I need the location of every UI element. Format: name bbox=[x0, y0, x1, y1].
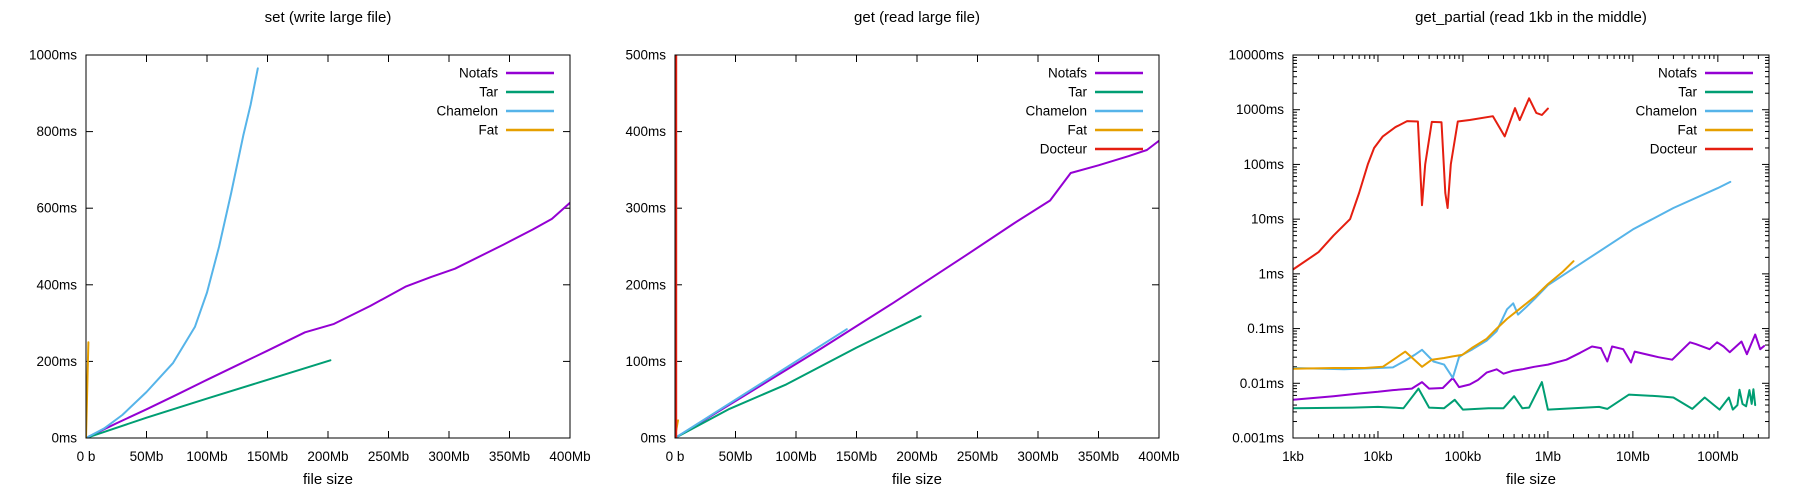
y-tick-label: 10ms bbox=[1251, 212, 1284, 227]
x-tick-label: 0 b bbox=[666, 449, 685, 464]
legend-label-notafs: Notafs bbox=[459, 66, 498, 81]
y-tick-label: 400ms bbox=[625, 124, 666, 139]
legend: Notafs Tar Chamelon Fat Docteur bbox=[1635, 66, 1753, 157]
legend-label-fat: Fat bbox=[1067, 123, 1087, 138]
legend-label-tar: Tar bbox=[1068, 85, 1087, 100]
x-tick-label: 1Mb bbox=[1535, 449, 1561, 464]
y-tick-label: 200ms bbox=[625, 277, 666, 292]
x-tick-label: 300Mb bbox=[428, 449, 469, 464]
legend-label-chamelon: Chamelon bbox=[1025, 104, 1087, 119]
y-tick-label: 600ms bbox=[36, 201, 77, 216]
series-line-docteur bbox=[1293, 97, 1549, 271]
x-tick-label: 50Mb bbox=[130, 449, 164, 464]
y-tick-label: 400ms bbox=[36, 277, 77, 292]
y-tick-label: 10000ms bbox=[1228, 48, 1284, 63]
x-axis-label-get: file size bbox=[891, 471, 943, 488]
x-tick-label: 150Mb bbox=[836, 449, 877, 464]
axis-ticks bbox=[1292, 54, 1770, 439]
y-tick-label: 100ms bbox=[1243, 157, 1284, 172]
legend-label-tar: Tar bbox=[1678, 85, 1697, 100]
x-tick-label: 350Mb bbox=[489, 449, 530, 464]
series-line-fat bbox=[1293, 260, 1575, 370]
chart-title-set: set (write large file) bbox=[264, 9, 392, 26]
x-tick-label: 100kb bbox=[1445, 449, 1482, 464]
y-tick-label: 100ms bbox=[625, 354, 666, 369]
legend-label-docteur: Docteur bbox=[1650, 142, 1698, 157]
x-axis-label-set: file size bbox=[302, 471, 354, 488]
legend: Notafs Tar Chamelon Fat Docteur bbox=[1025, 66, 1143, 157]
series-line-chamelon bbox=[1293, 180, 1732, 379]
x-tick-label: 250Mb bbox=[957, 449, 998, 464]
plot-border bbox=[1292, 54, 1770, 439]
series-group bbox=[86, 67, 570, 438]
x-tick-label: 50Mb bbox=[719, 449, 753, 464]
legend-label-chamelon: Chamelon bbox=[1635, 104, 1697, 119]
chart-panel-set: 0 b 50Mb 100Mb 150Mb 200Mb 250Mb 300Mb 350Mb 400… bbox=[0, 0, 600, 500]
x-tick-label: 400Mb bbox=[1138, 449, 1179, 464]
legend-label-tar: Tar bbox=[479, 85, 498, 100]
series-group bbox=[1293, 97, 1766, 411]
x-tick-label: 10Mb bbox=[1616, 449, 1650, 464]
x-tick-label: 300Mb bbox=[1017, 449, 1058, 464]
x-tick-label: 100Mb bbox=[186, 449, 227, 464]
x-tick-label: 100Mb bbox=[775, 449, 816, 464]
x-tick-label: 200Mb bbox=[896, 449, 937, 464]
series-line-notafs bbox=[1293, 333, 1766, 401]
y-tick-label: 1ms bbox=[1258, 266, 1284, 281]
x-tick-label: 200Mb bbox=[307, 449, 348, 464]
series-line-tar bbox=[86, 359, 332, 438]
chart-panel-get: 0 b 50Mb 100Mb 150Mb 200Mb 250Mb 300Mb 350Mb 400… bbox=[600, 0, 1200, 500]
series-group bbox=[675, 55, 1159, 438]
legend-label-notafs: Notafs bbox=[1048, 66, 1087, 81]
series-line-tar bbox=[675, 315, 922, 438]
set-chart: 0 b 50Mb 100Mb 150Mb 200Mb 250Mb 300Mb 350Mb 400… bbox=[29, 48, 591, 465]
y-tick-label: 500ms bbox=[625, 48, 666, 63]
y-tick-label: 1000ms bbox=[1236, 102, 1284, 117]
y-tick-label: 0.01ms bbox=[1240, 376, 1285, 391]
x-tick-label: 350Mb bbox=[1078, 449, 1119, 464]
y-tick-label: 0ms bbox=[640, 431, 666, 446]
x-tick-label: 150Mb bbox=[247, 449, 288, 464]
legend: Notafs Tar Chamelon Fat bbox=[436, 66, 554, 138]
series-line-tar bbox=[1293, 381, 1757, 411]
legend-label-notafs: Notafs bbox=[1658, 66, 1697, 81]
series-line-chamelon bbox=[675, 328, 848, 438]
x-tick-label: 10kb bbox=[1363, 449, 1392, 464]
y-tick-label: 0.1ms bbox=[1247, 321, 1284, 336]
chart-title-get: get (read large file) bbox=[854, 9, 980, 26]
y-tick-label: 300ms bbox=[625, 201, 666, 216]
y-tick-label: 200ms bbox=[36, 354, 77, 369]
chart-title-get-partial: get_partial (read 1kb in the middle) bbox=[1415, 9, 1647, 26]
legend-label-chamelon: Chamelon bbox=[436, 104, 498, 119]
get-chart: 0 b 50Mb 100Mb 150Mb 200Mb 250Mb 300Mb 350Mb 400… bbox=[625, 48, 1179, 465]
x-tick-label: 400Mb bbox=[549, 449, 590, 464]
legend-label-docteur: Docteur bbox=[1040, 142, 1088, 157]
chart-panel-get-partial: 1kb 10kb 100kb 1Mb 10Mb 100Mb 0.001ms 0.01ms 0.1… bbox=[1200, 0, 1800, 500]
plot-border bbox=[85, 54, 571, 439]
series-line-chamelon bbox=[86, 67, 259, 438]
x-axis-label-get-partial: file size bbox=[1505, 471, 1557, 488]
get-partial-chart: 1kb 10kb 100kb 1Mb 10Mb 100Mb 0.001ms 0.01ms 0.1… bbox=[1228, 48, 1770, 464]
y-tick-label: 0.001ms bbox=[1232, 431, 1284, 446]
series-line-notafs bbox=[675, 139, 1159, 438]
y-tick-label: 0ms bbox=[51, 431, 77, 446]
x-tick-label: 1kb bbox=[1282, 449, 1304, 464]
x-tick-label: 100Mb bbox=[1697, 449, 1738, 464]
series-line-notafs bbox=[86, 201, 570, 438]
plot-border bbox=[674, 54, 1160, 439]
legend-label-fat: Fat bbox=[1677, 123, 1697, 138]
y-tick-label: 800ms bbox=[36, 124, 77, 139]
x-tick-label: 250Mb bbox=[368, 449, 409, 464]
x-tick-label: 0 b bbox=[77, 449, 96, 464]
legend-label-fat: Fat bbox=[478, 123, 498, 138]
y-tick-label: 1000ms bbox=[29, 48, 77, 63]
